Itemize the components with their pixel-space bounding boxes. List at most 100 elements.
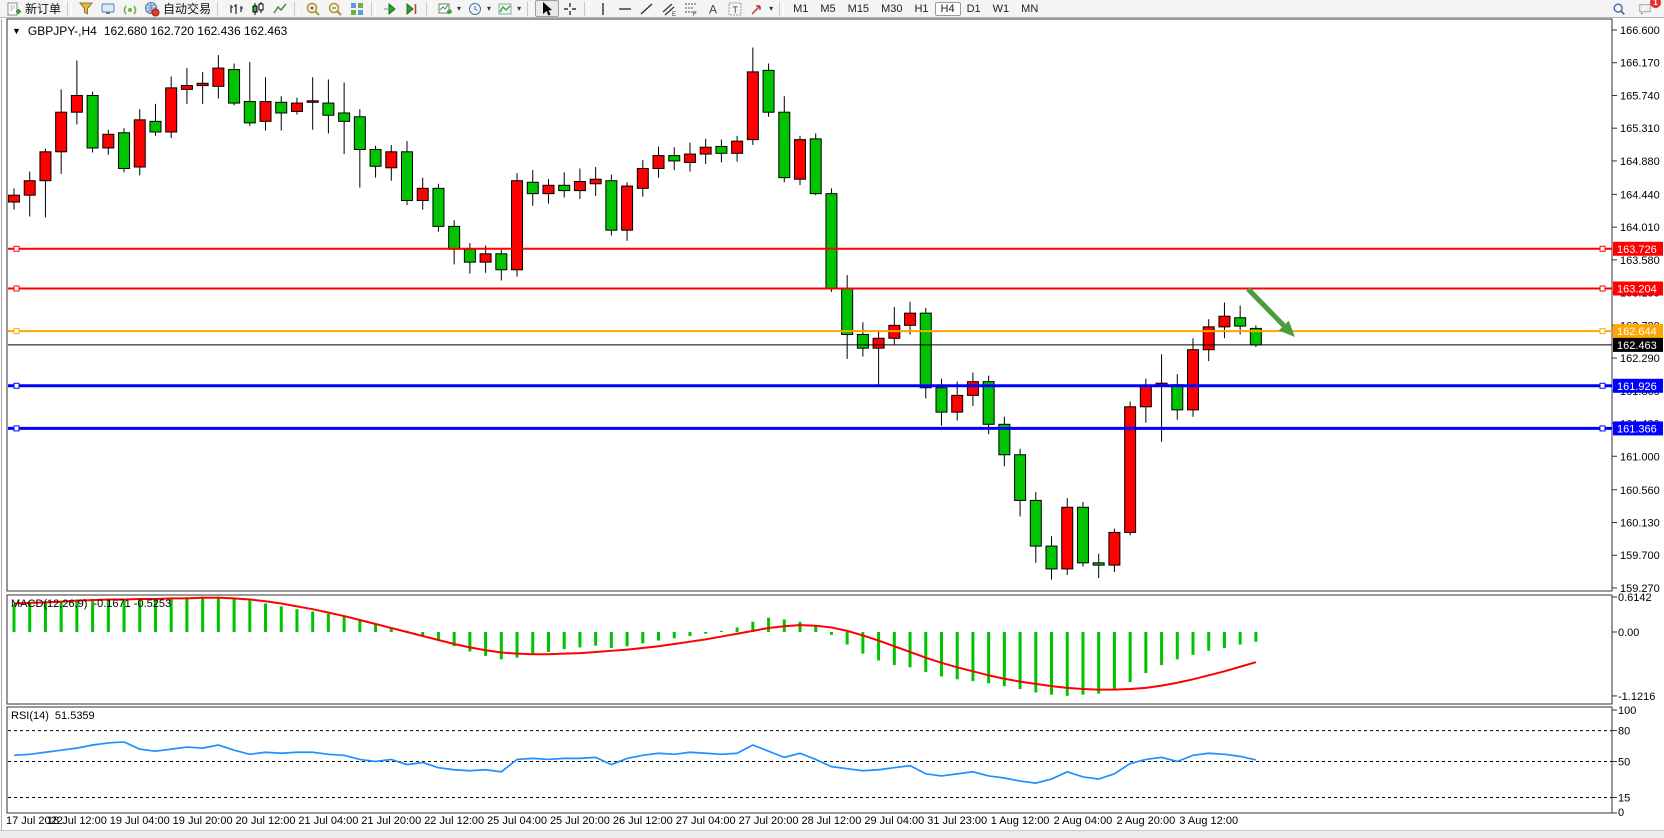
macd-histogram-bar [955,632,959,680]
macd-histogram-bar [169,597,173,632]
signal-icon [123,5,137,14]
new-order-button[interactable]: 新订单 [3,0,64,17]
candle-bear [526,181,539,195]
candle-bull [479,253,492,263]
rsi-line [13,741,1257,784]
time-axis-label: 2 Aug 04:00 [1054,815,1113,827]
line-handle[interactable] [1599,285,1606,292]
candle-bear [919,312,932,389]
svg-text:E: E [672,12,676,17]
text-label-tool-button[interactable]: T [724,0,746,17]
candle-bear [715,145,728,154]
candle-bull [1187,349,1199,411]
cursor-tool-button[interactable] [535,0,560,17]
macd-axis-label: -1.1216 [1618,691,1655,703]
timeframe-mn-button[interactable]: MN [1021,2,1039,15]
vertical-line-tool-button[interactable] [592,0,614,17]
line-handle[interactable] [13,425,20,432]
clock-icon [469,2,482,15]
macd-histogram-bar [845,632,849,645]
macd-histogram-bar [358,620,362,632]
macd-histogram-bar [75,599,79,632]
trendline-tool-button[interactable] [636,0,658,17]
macd-histogram-bar [578,632,582,648]
indicators-button[interactable]: ▾ [494,0,524,17]
price-axis-label: 165.740 [1620,90,1660,102]
macd-histogram-bar [452,632,456,647]
line-handle[interactable] [13,245,20,252]
timeframe-m5-button[interactable]: M5 [820,2,836,15]
macd-histogram-bar [515,632,519,658]
tile-windows-button[interactable] [346,0,368,17]
timeframe-h1-button[interactable]: H1 [914,2,929,15]
macd-histogram-bar [436,632,440,641]
chat-button[interactable]: 1 [1635,0,1661,17]
horizontal-line-tool-button[interactable] [614,0,636,17]
annotation-arrow-head[interactable] [1278,320,1295,337]
price-axis-label: 166.170 [1620,58,1660,70]
terminal-button[interactable] [97,0,119,17]
macd-histogram-bar [59,600,63,632]
macd-histogram-bar [924,632,928,672]
candle-bull [573,180,586,192]
period-button[interactable]: ▾ [464,0,494,17]
bar-chart-mode-button[interactable] [225,0,247,17]
candle-bull [872,337,885,349]
market-watch-button[interactable] [75,0,97,17]
line-chart-mode-button[interactable] [269,0,291,17]
line-handle[interactable] [1599,245,1606,252]
macd-histogram-bar [688,632,692,636]
macd-histogram-bar [531,632,535,655]
toolbar-separator [371,1,377,16]
chart-dropdown-icon[interactable]: ▼ [12,26,21,36]
timeframe-w1-button[interactable]: W1 [992,2,1010,15]
chat-badge: 1 [1650,0,1661,8]
timeframe-m30-button[interactable]: M30 [881,2,903,15]
candle-bear [495,253,508,271]
candle-chart-mode-button[interactable] [247,0,269,17]
candle-bull [180,85,193,90]
search-button[interactable] [1609,0,1629,17]
channel-tool-button[interactable]: E [658,0,680,17]
candle-bull [794,139,806,180]
autotrading-button[interactable]: 自动交易 [141,0,214,17]
time-axis-label: 25 Jul 04:00 [487,815,547,827]
time-axis-label: 27 Jul 20:00 [739,815,799,827]
text-tool-button[interactable]: A [702,0,724,17]
annotation-arrow[interactable] [1246,287,1286,328]
macd-histogram-bar [374,624,378,632]
fibonacci-tool-button[interactable]: F [680,0,702,17]
zoom-out-button[interactable] [324,0,346,17]
timeframe-m1-button[interactable]: M1 [793,2,809,15]
line-handle[interactable] [1599,328,1606,335]
toolbar-separator [779,1,785,16]
zoom-in-button[interactable] [302,0,324,17]
arrows-tool-button[interactable]: ▾ [746,0,776,17]
macd-histogram-bar [1175,632,1179,660]
line-handle[interactable] [1599,425,1606,432]
line-handle[interactable] [13,328,20,335]
line-handle[interactable] [1599,382,1606,389]
timeframe-h4-button[interactable]: H4 [934,1,961,16]
macd-axis-label: 0.6142 [1618,592,1652,604]
data-feed-button[interactable] [119,0,141,17]
macd-histogram-bar [657,632,661,641]
crosshair-tool-button[interactable] [559,0,581,17]
indicators-icon [498,3,512,14]
auto-scroll-button[interactable] [379,0,401,17]
new-chart-button[interactable]: ▾ [434,0,464,17]
candle-bull [699,146,712,155]
line-handle[interactable] [13,382,20,389]
window-bottom-edge [0,830,1664,838]
candle-bull [55,111,68,153]
timeframe-d1-button[interactable]: D1 [966,2,981,15]
chart-shift-button[interactable] [401,0,423,17]
price-level-box-label: 162.463 [1617,340,1657,352]
price-level-box-label: 161.926 [1617,381,1657,393]
time-axis-label: 27 Jul 04:00 [676,815,736,827]
line-handle[interactable] [13,285,20,292]
macd-histogram-bar [106,599,110,632]
candle-bear [275,101,288,114]
timeframe-m15-button[interactable]: M15 [847,2,870,15]
candle-bear [1076,506,1089,564]
